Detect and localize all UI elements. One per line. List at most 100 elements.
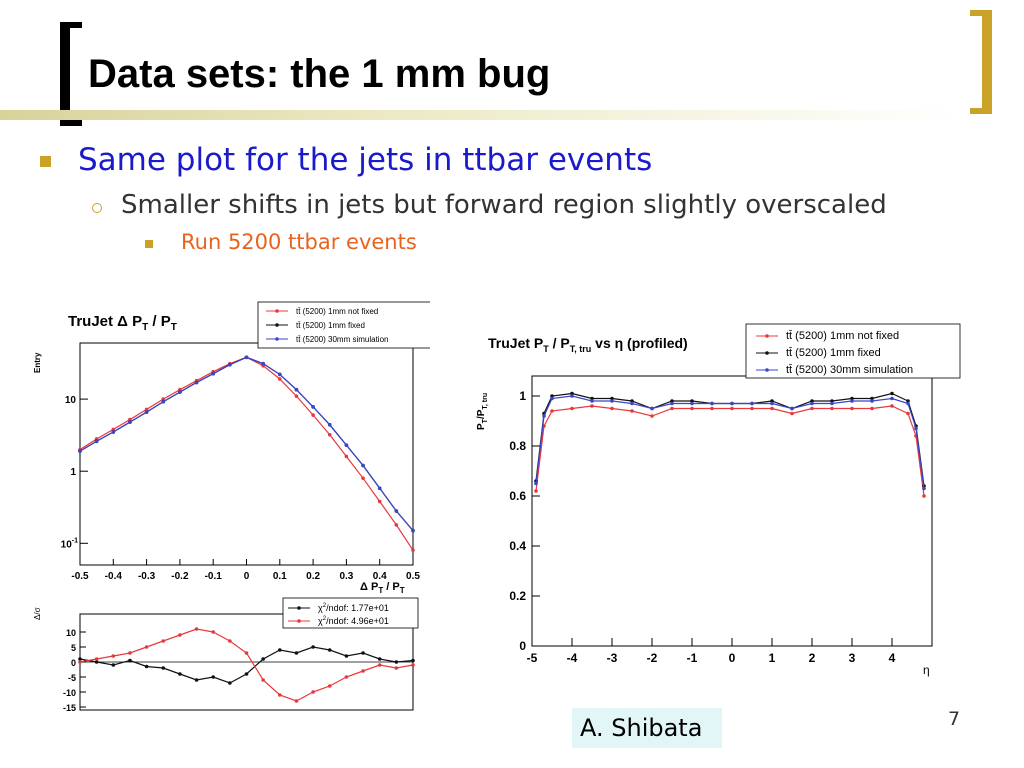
right-series-1-point xyxy=(610,406,614,411)
right-frame xyxy=(531,375,933,647)
right-xtick-label: -4 xyxy=(567,651,578,665)
right-title-bracket xyxy=(970,10,992,114)
right-series-1-point xyxy=(770,406,774,411)
right-title: TruJet PT / PT, tru vs η (profiled) xyxy=(488,335,688,354)
slide-title: Data sets: the 1 mm bug xyxy=(88,52,551,96)
left-ratio-ytick-label: -10 xyxy=(63,688,76,698)
left-main-series-1-point xyxy=(294,394,299,398)
right-series-2-point xyxy=(890,391,894,396)
left-main-series-3-point xyxy=(377,486,382,491)
left-ratio-series-1-point xyxy=(294,651,299,655)
left-ratio-series-1-point xyxy=(344,654,349,658)
right-xtick-label: 3 xyxy=(849,651,856,665)
right-series-3-point xyxy=(570,394,574,398)
left-ratio-series-2-point xyxy=(194,627,199,631)
left-ratio-series-2-point xyxy=(178,633,182,637)
left-ratio-series-1-point xyxy=(228,681,232,685)
left-main-xlabel: Δ PT / PT xyxy=(360,581,405,595)
right-series-3-point xyxy=(670,401,674,406)
left-main-series-3-point xyxy=(244,355,249,360)
left-main-series-3-point xyxy=(78,449,82,453)
left-ratio-series-2-point xyxy=(361,669,365,673)
left-main-series-1-point xyxy=(144,407,149,412)
right-series-3-point xyxy=(890,396,894,401)
left-ratio-series-2-point xyxy=(111,654,116,658)
left-ratio-ylabel: Δ/σ xyxy=(33,607,42,620)
left-ratio-series-1-point xyxy=(244,672,249,676)
right-series-3-point xyxy=(810,401,814,406)
left-ratio-series-1-point xyxy=(394,660,399,664)
right-series-3-point xyxy=(830,401,834,406)
right-series-1-point xyxy=(850,406,854,411)
right-series-1-point xyxy=(790,411,794,416)
left-main-series-1-point xyxy=(111,427,116,432)
left-ratio-series-1-point xyxy=(261,657,265,661)
left-ratio-legend-item-label: χ2/ndof: 1.77e+01 xyxy=(318,603,389,613)
left-main-xtick-label: -0.1 xyxy=(205,571,223,582)
bullet-level3: Run 5200 ttbar events xyxy=(181,230,417,254)
right-series-1-point xyxy=(630,409,634,413)
left-main-series-3-point xyxy=(361,463,365,468)
page-number: 7 xyxy=(948,708,961,730)
right-legend-item-label: tt̄ (5200) 30mm simulation xyxy=(786,364,913,376)
left-ratio-series-1-point xyxy=(161,666,166,670)
right-series-1-point xyxy=(590,404,594,408)
right-series-3-point xyxy=(650,406,654,411)
left-ratio-series-1-point xyxy=(111,663,116,667)
left-ratio-series-2-point xyxy=(327,684,332,688)
left-ratio-series-1-point xyxy=(361,651,365,655)
left-ratio-series-2-point xyxy=(278,693,282,697)
left-ratio-series-1-point xyxy=(377,657,382,661)
right-series-1-point xyxy=(570,406,574,411)
right-xtick-label: 2 xyxy=(809,651,816,665)
right-ytick-label: 0 xyxy=(519,639,526,653)
right-ytick-label: 1 xyxy=(519,389,526,403)
left-ratio-ytick-label: 10 xyxy=(66,628,76,638)
right-series-3-line xyxy=(535,395,925,489)
left-main-series-1-point xyxy=(128,417,132,422)
left-main-legend-item-label: tt̄ (5200) 1mm not fixed xyxy=(296,307,378,316)
left-main-series-3-point xyxy=(261,361,265,366)
right-legend-item-marker xyxy=(765,334,769,338)
left-main-series-1-point xyxy=(361,476,365,480)
right-series-1-point xyxy=(550,409,554,413)
left-ratio-ytick-label: -5 xyxy=(68,673,76,683)
right-series-3-point xyxy=(610,399,614,403)
left-main-series-1-point xyxy=(311,413,315,417)
bullet-level1-square xyxy=(40,156,51,167)
right-ytick-label: 0.6 xyxy=(509,489,526,503)
right-series-1-point xyxy=(710,406,714,411)
left-main-xtick-label: 0.3 xyxy=(339,571,353,582)
left-main-xtick-label: -0.4 xyxy=(105,571,123,582)
left-ratio-ytick-label: 0 xyxy=(71,658,76,668)
right-series-1-point xyxy=(830,406,834,411)
right-series-2-point xyxy=(550,394,554,398)
right-plot: TruJet PT / PT, tru vs η (profiled) PT/P… xyxy=(476,323,961,677)
left-main-legend-item-label: tt̄ (5200) 1mm fixed xyxy=(296,321,365,330)
left-main-series-3-point xyxy=(394,509,399,513)
left-main-ylabel: Entry xyxy=(33,352,42,373)
left-main-series-1-point xyxy=(394,523,399,527)
left-main-series-3-point xyxy=(228,362,232,367)
bullet-level3-square xyxy=(145,240,153,248)
right-series-3-point xyxy=(750,401,754,406)
right-series-1-point xyxy=(890,404,894,408)
right-series-1-point xyxy=(870,406,874,411)
left-main-series-1-point xyxy=(377,499,382,504)
left-ratio-series-2-point xyxy=(161,639,166,643)
left-main-xtick-label: 0.2 xyxy=(306,571,320,582)
right-series-2-point xyxy=(610,396,614,401)
right-series-3-point xyxy=(914,426,918,431)
right-series-1-point xyxy=(534,489,538,493)
right-series-1-point xyxy=(670,406,674,411)
left-ratio-series-2-point xyxy=(228,639,232,643)
right-ytick-label: 0.2 xyxy=(509,589,526,603)
left-main-series-3-point xyxy=(144,410,149,414)
left-ratio-series-1-point xyxy=(211,675,215,679)
right-ytick-label: 0.4 xyxy=(509,539,526,553)
left-main-series-3-point xyxy=(128,420,132,424)
right-series-3-point xyxy=(922,486,926,491)
left-ratio-legend-item-marker xyxy=(297,619,301,623)
right-series-2-point xyxy=(850,396,854,401)
right-legend-item-label: tt̄ (5200) 1mm fixed xyxy=(786,347,881,359)
